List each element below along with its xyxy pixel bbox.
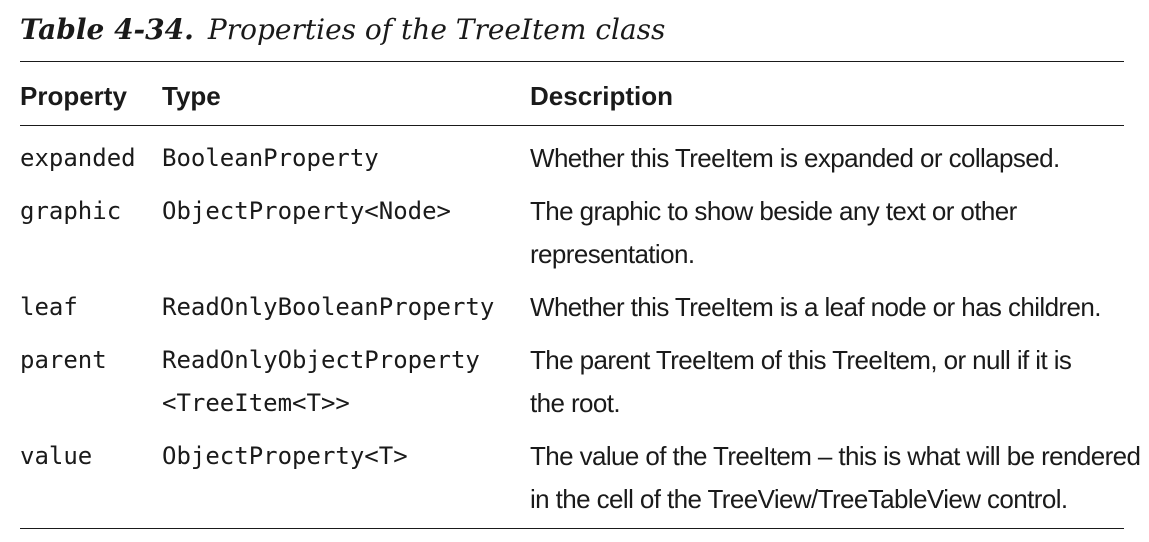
description-line: The parent TreeItem of this TreeItem, or… [530, 345, 1072, 375]
type-line: ReadOnlyBooleanProperty [162, 293, 495, 321]
description-line: The graphic to show beside any text or o… [530, 196, 1017, 226]
table-number: Table 4-34. [20, 13, 194, 46]
description-line: The value of the TreeItem – this is what… [530, 441, 1141, 471]
property-cell: graphic [20, 190, 121, 233]
header-property: Property [20, 81, 127, 111]
table-title: Properties of the TreeItem class [207, 13, 666, 46]
type-cell: ReadOnlyBooleanProperty [162, 286, 494, 329]
property-name: graphic [20, 197, 122, 225]
type-cell: ObjectProperty<T> [162, 435, 408, 478]
property-name: expanded [20, 144, 136, 172]
description-line: the root. [530, 388, 621, 418]
description-cell: Whether this TreeItem is a leaf node or … [530, 286, 1101, 329]
description-line: in the cell of the TreeView/TreeTableVie… [530, 484, 1068, 514]
header-rule [20, 125, 1124, 126]
description-line: Whether this TreeItem is expanded or col… [530, 143, 1060, 173]
type-cell: BooleanProperty [162, 137, 379, 180]
property-cell: expanded [20, 137, 136, 180]
header-description: Description [530, 81, 674, 111]
property-cell: leaf [20, 286, 78, 329]
type-line: BooleanProperty [162, 144, 379, 172]
header-type: Type [162, 81, 221, 111]
top-rule [20, 61, 1124, 62]
table-caption: Table 4-34. Properties of the TreeItem cl… [20, 10, 665, 50]
description-cell: Whether this TreeItem is expanded or col… [530, 137, 1060, 180]
description-cell: The value of the TreeItem – this is what… [530, 435, 1141, 521]
description-cell: The parent TreeItem of this TreeItem, or… [530, 339, 1072, 425]
property-cell: parent [20, 339, 107, 382]
type-line: ObjectProperty<T> [162, 442, 408, 470]
description-line: representation. [530, 239, 695, 269]
description-line: Whether this TreeItem is a leaf node or … [530, 292, 1101, 322]
property-name: leaf [20, 293, 78, 321]
property-cell: value [20, 435, 92, 478]
type-line: <TreeItem<T>> [162, 389, 350, 417]
property-name: parent [20, 346, 107, 374]
type-cell: ReadOnlyObjectProperty <TreeItem<T>> [162, 339, 480, 425]
description-cell: The graphic to show beside any text or o… [530, 190, 1017, 276]
property-name: value [20, 442, 93, 470]
type-cell: ObjectProperty<Node> [162, 190, 451, 233]
bottom-rule [20, 528, 1124, 529]
type-line: ObjectProperty<Node> [162, 197, 451, 225]
type-line: ReadOnlyObjectProperty [162, 346, 480, 374]
